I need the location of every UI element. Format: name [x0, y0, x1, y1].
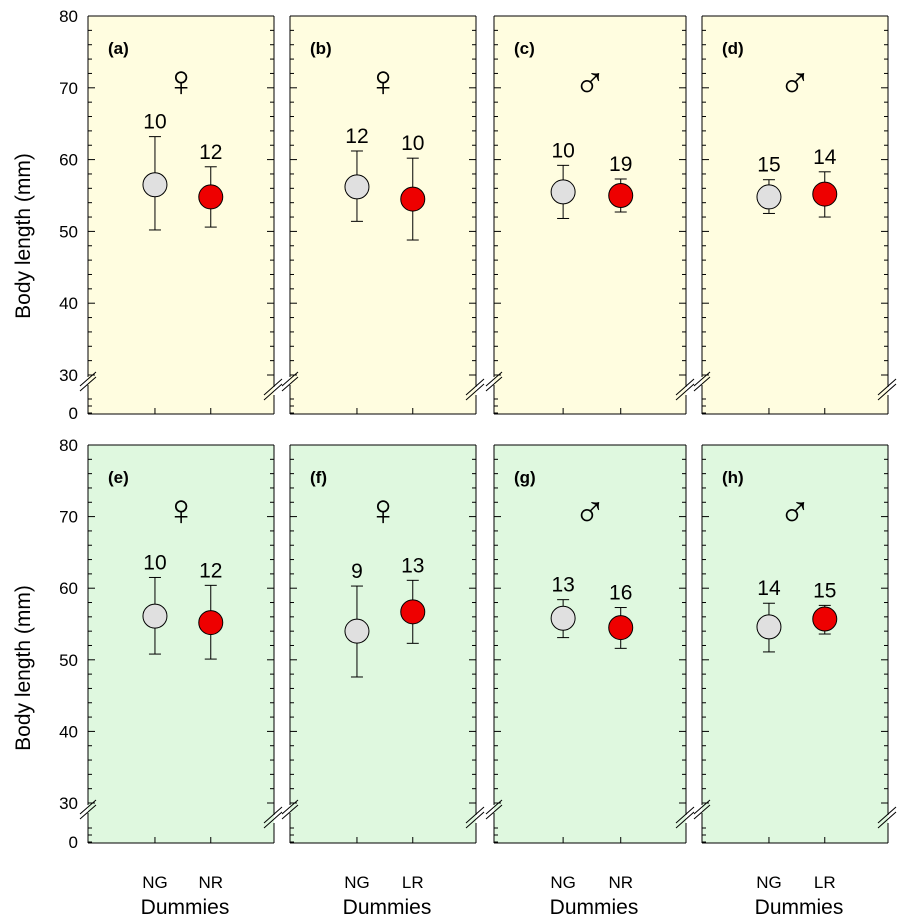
y-tick-label: 60 — [59, 151, 78, 170]
x-tick-label: NR — [608, 873, 633, 892]
panel-label: (g) — [514, 468, 536, 487]
sample-size-label: 15 — [813, 579, 836, 602]
panel-label: (c) — [514, 39, 535, 58]
sample-size-label: 10 — [143, 551, 166, 574]
sample-size-label: 10 — [551, 139, 574, 162]
male-symbol-icon: ♂ — [779, 57, 812, 106]
y-tick-label: 30 — [59, 794, 78, 813]
y-tick-label: 80 — [59, 7, 78, 26]
sample-size-label: 10 — [143, 111, 166, 134]
y-axis-title: Body length (mm) — [12, 153, 35, 319]
y-tick-label: 30 — [59, 366, 78, 385]
female-symbol-icon: ♀ — [165, 486, 198, 535]
panel-f: (f) ♀ 9 NG 13 LR Dummies — [282, 445, 484, 919]
data-point-ng — [143, 604, 167, 628]
sample-size-label: 13 — [401, 554, 424, 577]
sample-size-label: 12 — [199, 141, 222, 164]
x-tick-label: NG — [550, 873, 576, 892]
sample-size-label: 14 — [813, 146, 837, 169]
female-symbol-icon: ♀ — [165, 57, 198, 106]
data-point-ng — [345, 619, 369, 643]
male-symbol-icon: ♂ — [574, 486, 607, 535]
data-point-ng — [757, 185, 781, 209]
female-symbol-icon: ♀ — [367, 57, 400, 106]
panel-g: (g) ♂ 13 NG 16 NR Dummies — [486, 445, 694, 919]
data-point-lr — [401, 187, 425, 211]
data-point-lr — [813, 182, 837, 206]
data-point-nr — [609, 616, 633, 640]
x-axis-title: Dummies — [141, 896, 230, 919]
panel-c: (c) ♂ 10 19 — [486, 16, 694, 414]
sample-size-label: 12 — [199, 559, 222, 582]
data-point-nr — [609, 184, 633, 208]
female-symbol-icon: ♀ — [367, 486, 400, 535]
x-tick-label: NR — [198, 873, 223, 892]
y-tick-label: 40 — [59, 722, 78, 741]
x-tick-label: NG — [756, 873, 782, 892]
y-tick-label: 50 — [59, 651, 78, 670]
panel-label: (h) — [722, 468, 744, 487]
male-symbol-icon: ♂ — [779, 486, 812, 535]
panel-e: (e) ♀ 10 NG 12 NR Dummies — [80, 445, 282, 919]
x-tick-label: LR — [814, 873, 836, 892]
y-tick-label: 70 — [59, 508, 78, 527]
y-tick-label: 80 — [59, 436, 78, 455]
panel-h: (h) ♂ 14 NG 15 LR Dummies — [694, 445, 896, 919]
y-tick-label: 60 — [59, 579, 78, 598]
x-tick-label: NG — [344, 873, 370, 892]
panel-b: (b) ♀ 12 10 — [282, 16, 484, 414]
panel-label: (d) — [722, 39, 744, 58]
y-axis-title: Body length (mm) — [12, 585, 35, 751]
panel-a: (a) ♀ 10 12 — [80, 16, 282, 414]
x-tick-label: LR — [402, 873, 424, 892]
data-point-nr — [199, 611, 223, 635]
y-tick-label: 40 — [59, 294, 78, 313]
y-tick-label: 50 — [59, 222, 78, 241]
panel-label: (f) — [310, 468, 327, 487]
data-point-ng — [551, 606, 575, 630]
panel-label: (a) — [108, 39, 129, 58]
y-tick-label: 70 — [59, 79, 78, 98]
panel-label: (e) — [108, 468, 129, 487]
data-point-nr — [199, 185, 223, 209]
x-axis-title: Dummies — [755, 896, 844, 919]
panel-label: (b) — [310, 39, 332, 58]
sample-size-label: 13 — [551, 574, 574, 597]
male-symbol-icon: ♂ — [574, 57, 607, 106]
data-point-ng — [551, 180, 575, 204]
sample-size-label: 15 — [757, 154, 780, 177]
x-axis-title: Dummies — [550, 896, 639, 919]
x-tick-label: NG — [142, 873, 168, 892]
sample-size-label: 19 — [609, 153, 632, 176]
sample-size-label: 9 — [351, 560, 363, 583]
data-point-ng — [143, 173, 167, 197]
x-axis-title: Dummies — [343, 896, 432, 919]
sample-size-label: 10 — [401, 132, 424, 155]
sample-size-label: 14 — [757, 577, 781, 600]
sample-size-label: 16 — [609, 582, 632, 605]
panel-d: (d) ♂ 15 14 — [694, 16, 896, 414]
data-point-lr — [401, 600, 425, 624]
sample-size-label: 12 — [345, 125, 368, 148]
data-point-ng — [757, 615, 781, 639]
data-point-ng — [345, 175, 369, 199]
y-tick-label: 0 — [69, 404, 78, 423]
y-tick-label: 0 — [69, 833, 78, 852]
data-point-lr — [813, 607, 837, 631]
